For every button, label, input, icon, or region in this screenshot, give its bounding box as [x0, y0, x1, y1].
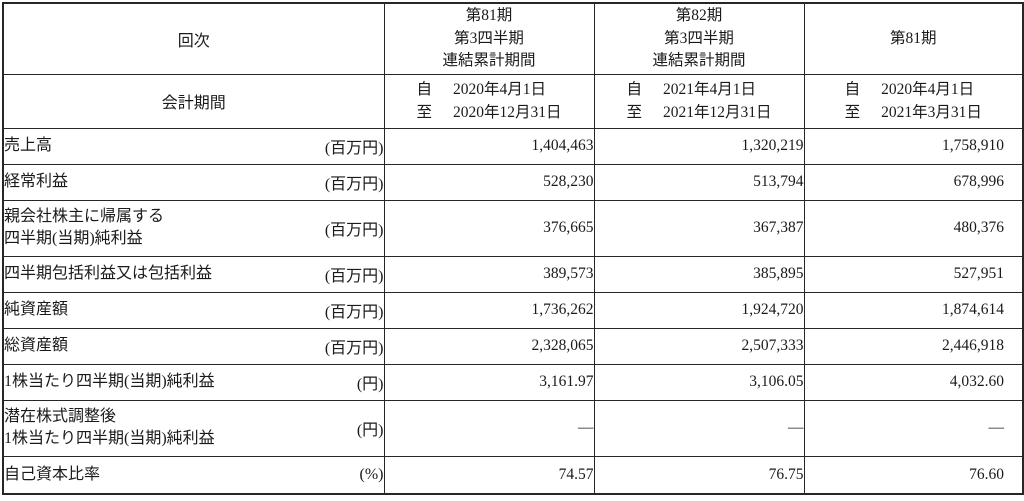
- value-cell: —: [803, 399, 1024, 457]
- table-row-equity-ratio: 自己資本比率 (%) 74.57 76.75 76.60: [2, 455, 1024, 495]
- to-date: 2020年12月31日: [453, 104, 562, 121]
- row-label: 純資産額: [4, 300, 69, 318]
- from-label: 自: [844, 80, 861, 98]
- value-cell: 1,924,720: [593, 291, 805, 329]
- row-label-cell: 潜在株式調整後 1株当たり四半期(当期)純利益 (円): [2, 399, 385, 457]
- date-from-line: 自 2021年4月1日: [626, 78, 756, 101]
- period-title-text: 第81期 第3四半期 連結累計期間: [442, 7, 536, 69]
- row-label-cell: 四半期包括利益又は包括利益 (百万円): [2, 255, 385, 293]
- value-cell: 528,230: [383, 163, 595, 201]
- value-cell: —: [383, 399, 595, 457]
- value-cell: —: [593, 399, 805, 457]
- value-cell: 1,758,910: [803, 127, 1024, 165]
- value-cell: 1,874,614: [803, 291, 1024, 329]
- period-column-1-title: 第81期 第3四半期 連結累計期間: [383, 2, 595, 75]
- to-label: 至: [416, 104, 432, 121]
- date-range: 自 2021年4月1日 至 2021年12月31日: [626, 78, 771, 125]
- row-label-cell: 売上高 (百万円): [2, 127, 385, 165]
- value-cell: 1,320,219: [593, 127, 805, 165]
- value-cell: 2,328,065: [383, 327, 595, 365]
- value-cell: 2,446,918: [803, 327, 1024, 365]
- row-label-cell: 純資産額 (百万円): [2, 291, 385, 329]
- value-cell: 3,161.97: [383, 363, 595, 401]
- to-label: 至: [626, 104, 642, 121]
- unit-label: (百万円): [324, 176, 384, 193]
- value-cell: 389,573: [383, 255, 595, 293]
- to-label: 至: [844, 104, 861, 121]
- date-to-line: 至 2020年12月31日: [416, 101, 561, 124]
- row-label: 親会社株主に帰属する 四半期(当期)純利益: [4, 207, 165, 247]
- table-row-diluted-earnings-per-share: 潜在株式調整後 1株当たり四半期(当期)純利益 (円) — — —: [2, 399, 1024, 457]
- unit-label: (百万円): [324, 340, 384, 357]
- fiscal-period-header-label: 会計期間: [2, 73, 385, 129]
- row-label: 売上高: [4, 136, 53, 154]
- period-title-text: 第81期: [889, 29, 937, 47]
- row-label: 四半期包括利益又は包括利益: [4, 264, 213, 282]
- value-cell: 74.57: [383, 455, 595, 495]
- round-header-label: 回次: [2, 2, 385, 75]
- unit-label: (百万円): [324, 222, 384, 239]
- table-row-net-sales: 売上高 (百万円) 1,404,463 1,320,219 1,758,910: [2, 127, 1024, 165]
- value-cell: 1,404,463: [383, 127, 595, 165]
- unit-label: (百万円): [324, 304, 384, 321]
- header-row-round: 回次 第81期 第3四半期 連結累計期間 第82期 第3四半期 連結累計期間 第…: [2, 2, 1024, 75]
- row-label: 自己資本比率: [4, 465, 101, 483]
- row-label: 経常利益: [4, 172, 69, 190]
- unit-label: (百万円): [324, 268, 384, 285]
- table-row-total-assets: 総資産額 (百万円) 2,328,065 2,507,333 2,446,918: [2, 327, 1024, 365]
- value-cell: 376,665: [383, 199, 595, 257]
- date-range: 自 2020年4月1日 至 2021年3月31日: [845, 78, 982, 125]
- period-column-3-range: 自 2020年4月1日 至 2021年3月31日: [803, 73, 1024, 129]
- table-row-comprehensive-income: 四半期包括利益又は包括利益 (百万円) 389,573 385,895 527,…: [2, 255, 1024, 293]
- period-column-2-title: 第82期 第3四半期 連結累計期間: [593, 2, 805, 75]
- row-label-cell: 総資産額 (百万円): [2, 327, 385, 365]
- row-label-cell: 自己資本比率 (%): [2, 455, 385, 495]
- header-row-fiscal-period: 会計期間 自 2020年4月1日 至 2020年12月31日 自: [2, 73, 1024, 129]
- from-date: 2020年4月1日: [453, 80, 547, 98]
- table-row-ordinary-income: 経常利益 (百万円) 528,230 513,794 678,996: [2, 163, 1024, 201]
- table-row-net-assets: 純資産額 (百万円) 1,736,262 1,924,720 1,874,614: [2, 291, 1024, 329]
- row-label-cell: 経常利益 (百万円): [2, 163, 385, 201]
- from-date: 2020年4月1日: [881, 80, 975, 98]
- value-cell: 2,507,333: [593, 327, 805, 365]
- value-cell: 385,895: [593, 255, 805, 293]
- date-to-line: 至 2021年12月31日: [626, 101, 771, 124]
- from-date: 2021年4月1日: [663, 80, 757, 98]
- date-to-line: 至 2021年3月31日: [845, 101, 982, 124]
- period-column-2-range: 自 2021年4月1日 至 2021年12月31日: [593, 73, 805, 129]
- value-cell: 76.75: [593, 455, 805, 495]
- unit-label: (円): [356, 422, 384, 439]
- row-label-cell: 1株当たり四半期(当期)純利益 (円): [2, 363, 385, 401]
- value-cell: 367,387: [593, 199, 805, 257]
- row-label: 総資産額: [4, 336, 69, 354]
- value-cell: 3,106.05: [593, 363, 805, 401]
- date-from-line: 自 2020年4月1日: [416, 78, 546, 101]
- to-date: 2021年12月31日: [663, 104, 772, 121]
- value-cell: 513,794: [593, 163, 805, 201]
- row-label: 潜在株式調整後 1株当たり四半期(当期)純利益: [4, 407, 215, 447]
- table-row-earnings-per-share: 1株当たり四半期(当期)純利益 (円) 3,161.97 3,106.05 4,…: [2, 363, 1024, 401]
- unit-label: (百万円): [324, 140, 384, 157]
- value-cell: 4,032.60: [803, 363, 1024, 401]
- unit-label: (円): [356, 376, 384, 393]
- from-label: 自: [626, 80, 642, 98]
- row-label-cell: 親会社株主に帰属する 四半期(当期)純利益 (百万円): [2, 199, 385, 257]
- table-row-profit-attributable-to-owners: 親会社株主に帰属する 四半期(当期)純利益 (百万円) 376,665 367,…: [2, 199, 1024, 257]
- value-cell: 1,736,262: [383, 291, 595, 329]
- date-from-line: 自 2020年4月1日: [845, 78, 975, 101]
- to-date: 2021年3月31日: [881, 104, 982, 121]
- from-label: 自: [416, 80, 432, 98]
- unit-label: (%): [359, 465, 384, 483]
- value-cell: 678,996: [803, 163, 1024, 201]
- value-cell: 527,951: [803, 255, 1024, 293]
- period-column-1-range: 自 2020年4月1日 至 2020年12月31日: [383, 73, 595, 129]
- period-column-3-title: 第81期: [803, 2, 1024, 75]
- date-range: 自 2020年4月1日 至 2020年12月31日: [416, 78, 561, 125]
- period-title-text: 第82期 第3四半期 連結累計期間: [652, 7, 746, 69]
- value-cell: 76.60: [803, 455, 1024, 495]
- row-label: 1株当たり四半期(当期)純利益: [4, 372, 215, 390]
- value-cell: 480,376: [803, 199, 1024, 257]
